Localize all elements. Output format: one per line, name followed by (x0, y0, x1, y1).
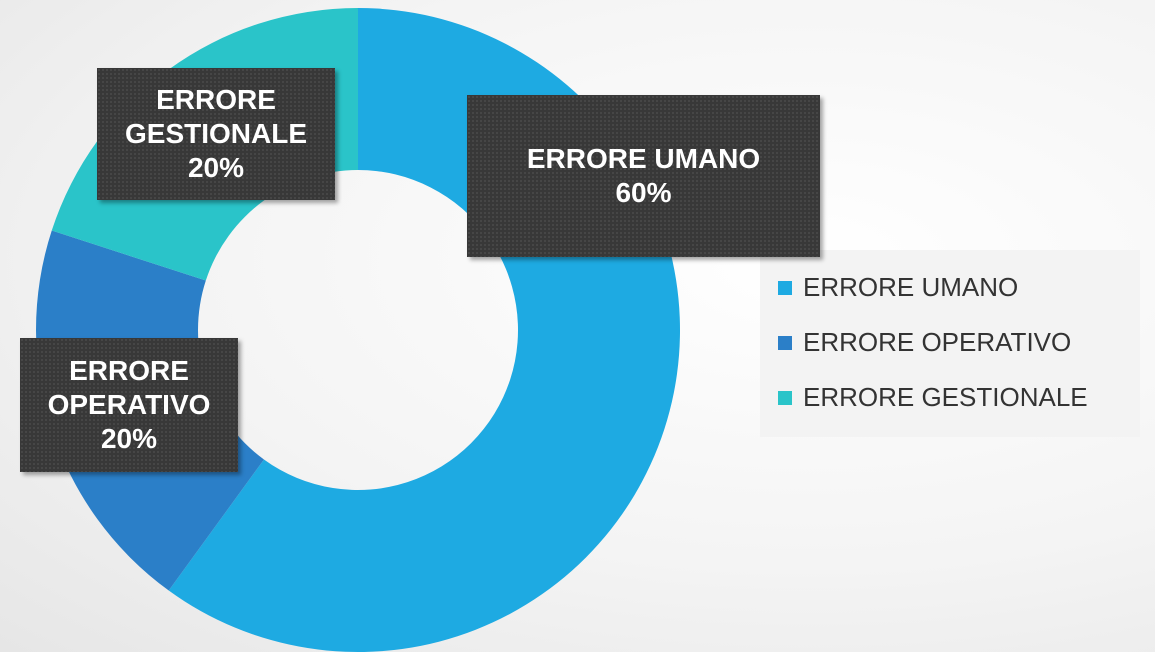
legend-item: ERRORE GESTIONALE (760, 370, 1140, 425)
data-label: ERRORE GESTIONALE 20% (97, 68, 335, 200)
data-label-category: ERRORE GESTIONALE (124, 84, 307, 149)
data-label: ERRORE OPERATIVO 20% (20, 338, 238, 472)
legend-swatch (778, 390, 792, 405)
data-label-value: 20% (187, 152, 245, 183)
data-label: ERRORE UMANO 60% (467, 95, 820, 257)
data-label-category: ERRORE OPERATIVO (47, 355, 211, 420)
data-label-value: 60% (615, 177, 672, 208)
legend-item: ERRORE OPERATIVO (760, 315, 1140, 370)
legend-label: ERRORE GESTIONALE (803, 382, 1088, 412)
legend-item: ERRORE UMANO (760, 260, 1140, 315)
legend-label: ERRORE OPERATIVO (803, 327, 1072, 357)
legend-swatch (778, 335, 792, 350)
legend-swatch (778, 280, 792, 295)
legend: ERRORE UMANO ERRORE OPERATIVO ERRORE GESTI… (760, 250, 1140, 437)
data-label-category: ERRORE UMANO (526, 143, 761, 174)
legend-label: ERRORE UMANO (803, 272, 1019, 302)
data-label-value: 20% (100, 423, 158, 454)
